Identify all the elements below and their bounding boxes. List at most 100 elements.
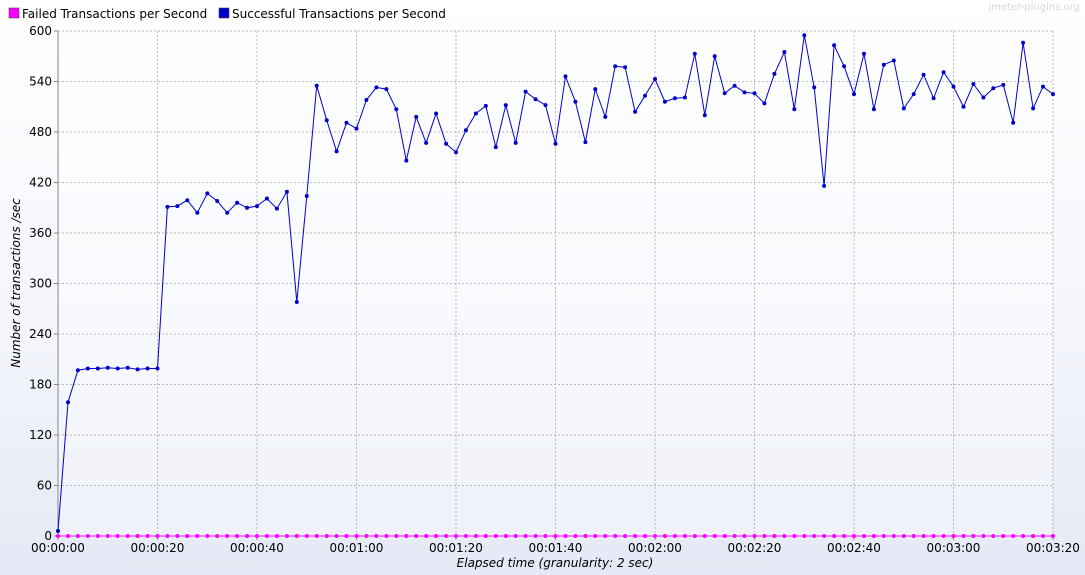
x-tick-label: 00:02:00 (628, 541, 682, 555)
data-point (762, 534, 767, 538)
grid (58, 30, 1054, 536)
data-point (205, 534, 210, 538)
data-point (573, 99, 578, 104)
data-point (185, 198, 190, 203)
data-point (284, 534, 289, 538)
data-point (802, 534, 807, 538)
data-point (155, 534, 160, 538)
data-point (414, 534, 419, 538)
data-point (901, 106, 906, 111)
data-point (513, 534, 518, 538)
data-point (881, 62, 886, 67)
data-point (662, 99, 667, 104)
data-point (434, 534, 439, 538)
data-point (175, 534, 180, 538)
data-point (1041, 534, 1045, 538)
data-point (891, 58, 896, 63)
data-point (255, 534, 259, 538)
data-point (543, 103, 548, 108)
data-point (264, 196, 269, 201)
data-point (454, 534, 458, 538)
data-point (732, 534, 737, 538)
data-point (931, 96, 936, 101)
data-point (155, 366, 160, 371)
y-tick-label: 600 (29, 24, 52, 38)
data-point (384, 87, 389, 92)
data-point (752, 534, 757, 538)
data-point (653, 534, 657, 538)
y-tick-label: 540 (29, 75, 52, 89)
data-point (513, 140, 518, 145)
data-point (175, 204, 180, 209)
data-point (981, 95, 986, 100)
data-point (483, 103, 488, 108)
data-point (225, 534, 230, 538)
data-point (523, 89, 528, 94)
x-tick-label: 00:03:20 (1026, 541, 1080, 555)
data-point (712, 534, 717, 538)
data-point (961, 534, 966, 538)
data-point (1031, 106, 1036, 111)
data-point (981, 534, 986, 538)
data-point (822, 534, 827, 538)
data-point (264, 534, 269, 538)
data-point (215, 199, 220, 203)
data-point (105, 365, 110, 370)
data-point (235, 534, 240, 538)
data-point (643, 534, 647, 538)
data-point (1031, 534, 1036, 538)
data-point (334, 534, 339, 538)
data-point (633, 534, 638, 538)
data-point (115, 366, 120, 371)
x-tick-label: 00:02:20 (728, 541, 782, 555)
data-point (66, 400, 70, 405)
data-point (1001, 534, 1006, 538)
data-point (85, 366, 90, 371)
data-point (672, 96, 677, 101)
data-point (364, 98, 369, 102)
legend-swatch-success (218, 7, 230, 19)
data-point (145, 534, 150, 538)
data-point (95, 534, 100, 538)
data-point (742, 534, 747, 538)
data-point (812, 85, 817, 90)
data-point (1021, 40, 1026, 45)
data-point (274, 534, 279, 538)
y-tick-label: 360 (29, 226, 52, 240)
data-point (454, 150, 458, 155)
data-point (732, 83, 737, 88)
data-point (951, 84, 956, 89)
data-point (404, 534, 409, 538)
data-point (95, 366, 100, 371)
data-point (593, 87, 598, 92)
data-point (205, 191, 210, 196)
data-point (613, 534, 618, 538)
data-point (603, 534, 608, 538)
data-point (782, 50, 787, 54)
data-point (832, 534, 837, 538)
data-point (672, 534, 677, 538)
y-axis-title: Number of transactions /sec (9, 198, 23, 368)
data-point (105, 534, 110, 538)
data-point (374, 85, 379, 90)
data-point (792, 107, 797, 112)
data-point (842, 534, 847, 538)
data-point (165, 534, 170, 538)
data-point (941, 70, 946, 75)
legend-swatch-failed (8, 7, 20, 19)
y-tick-label: 480 (29, 125, 52, 139)
data-point (533, 534, 538, 538)
series-layer (56, 33, 1055, 538)
series-success (56, 33, 1055, 533)
data-point (941, 534, 946, 538)
data-point (1011, 534, 1016, 538)
data-point (473, 111, 478, 116)
data-point (493, 534, 498, 538)
data-point (852, 92, 856, 97)
data-point (225, 210, 230, 215)
data-point (991, 534, 996, 538)
data-point (135, 367, 140, 372)
data-point (832, 43, 837, 48)
data-point (573, 534, 578, 538)
